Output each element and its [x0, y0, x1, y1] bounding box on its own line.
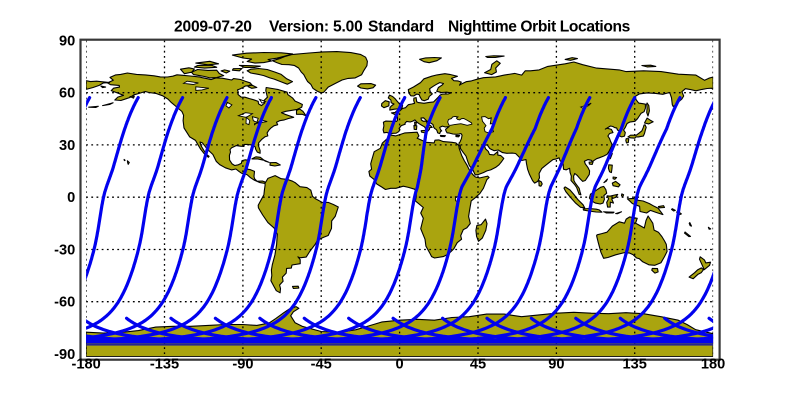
svg-text:30: 30 [59, 138, 75, 154]
svg-text:-30: -30 [54, 243, 75, 259]
svg-text:-90: -90 [232, 357, 253, 373]
svg-text:-45: -45 [311, 357, 332, 373]
svg-text:60: 60 [59, 86, 75, 102]
svg-text:-90: -90 [54, 347, 75, 363]
svg-text:90: 90 [548, 357, 564, 373]
svg-text:90: 90 [59, 33, 75, 49]
svg-text:Nighttime Orbit Locations: Nighttime Orbit Locations [448, 18, 631, 35]
svg-text:0: 0 [67, 190, 75, 206]
svg-text:-180: -180 [71, 357, 100, 373]
svg-text:-135: -135 [150, 357, 179, 373]
svg-text:-60: -60 [54, 295, 75, 311]
svg-text:Version: 5.00: Version: 5.00 [269, 18, 363, 35]
svg-text:Standard: Standard [368, 18, 434, 35]
svg-text:45: 45 [470, 357, 486, 373]
svg-text:135: 135 [623, 357, 647, 373]
svg-text:0: 0 [396, 357, 404, 373]
svg-text:2009-07-20: 2009-07-20 [174, 18, 252, 35]
svg-text:180: 180 [701, 357, 725, 373]
